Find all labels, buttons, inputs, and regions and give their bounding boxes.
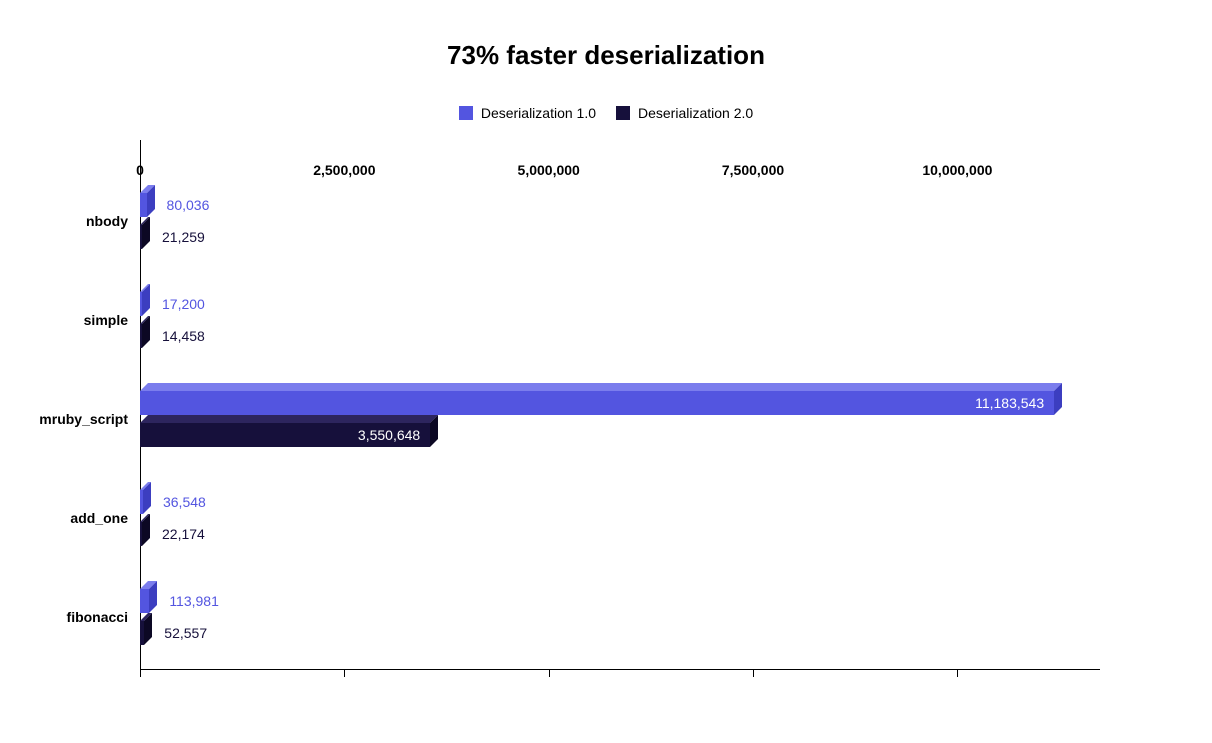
bar-face xyxy=(140,621,144,645)
bar xyxy=(140,193,147,217)
category-label: fibonacci xyxy=(67,609,128,625)
category-label: add_one xyxy=(70,510,128,526)
bar-face xyxy=(140,391,1054,415)
x-tick-label: 10,000,000 xyxy=(922,162,992,702)
chart-title: 73% faster deserialization xyxy=(0,40,1212,71)
bar xyxy=(140,522,142,546)
bar-value-label: 52,557 xyxy=(164,625,207,641)
legend-swatch xyxy=(459,106,473,120)
bar-value-label: 36,548 xyxy=(163,494,206,510)
bar xyxy=(140,391,1054,415)
legend: Deserialization 1.0 Deserialization 2.0 xyxy=(0,105,1212,123)
bar-face xyxy=(140,589,149,613)
legend-swatch xyxy=(616,106,630,120)
bar-top xyxy=(140,415,438,423)
category-label: mruby_script xyxy=(39,411,128,427)
legend-label: Deserialization 1.0 xyxy=(481,105,596,121)
bar-value-label: 80,036 xyxy=(167,197,210,213)
bar-value-label: 3,550,648 xyxy=(358,427,420,443)
legend-item: Deserialization 1.0 xyxy=(459,105,596,121)
bar-face xyxy=(140,193,147,217)
bar-top xyxy=(140,383,1062,391)
bar-face xyxy=(140,522,142,546)
legend-item: Deserialization 2.0 xyxy=(616,105,753,121)
bar-value-label: 22,174 xyxy=(162,526,205,542)
bar-value-label: 17,200 xyxy=(162,296,205,312)
bar xyxy=(140,621,144,645)
legend-label: Deserialization 2.0 xyxy=(638,105,753,121)
bar-value-label: 21,259 xyxy=(162,229,205,245)
bar xyxy=(140,589,149,613)
x-tick-label: 5,000,000 xyxy=(518,162,580,702)
category-label: nbody xyxy=(86,213,128,229)
chart-container: 73% faster deserialization Deserializati… xyxy=(0,0,1212,743)
bar xyxy=(140,292,142,316)
bar xyxy=(140,490,143,514)
bar-face xyxy=(140,490,143,514)
bar-value-label: 14,458 xyxy=(162,328,205,344)
plot-area: 02,500,0005,000,0007,500,00010,000,000nb… xyxy=(140,150,1080,670)
bar-face xyxy=(140,292,142,316)
bar-value-label: 11,183,543 xyxy=(975,395,1044,411)
x-tick-label: 7,500,000 xyxy=(722,162,784,702)
bar xyxy=(140,225,142,249)
bar-face xyxy=(140,225,142,249)
bar xyxy=(140,324,142,348)
bar-value-label: 113,981 xyxy=(169,593,219,609)
category-label: simple xyxy=(84,312,128,328)
bar-face xyxy=(140,324,142,348)
